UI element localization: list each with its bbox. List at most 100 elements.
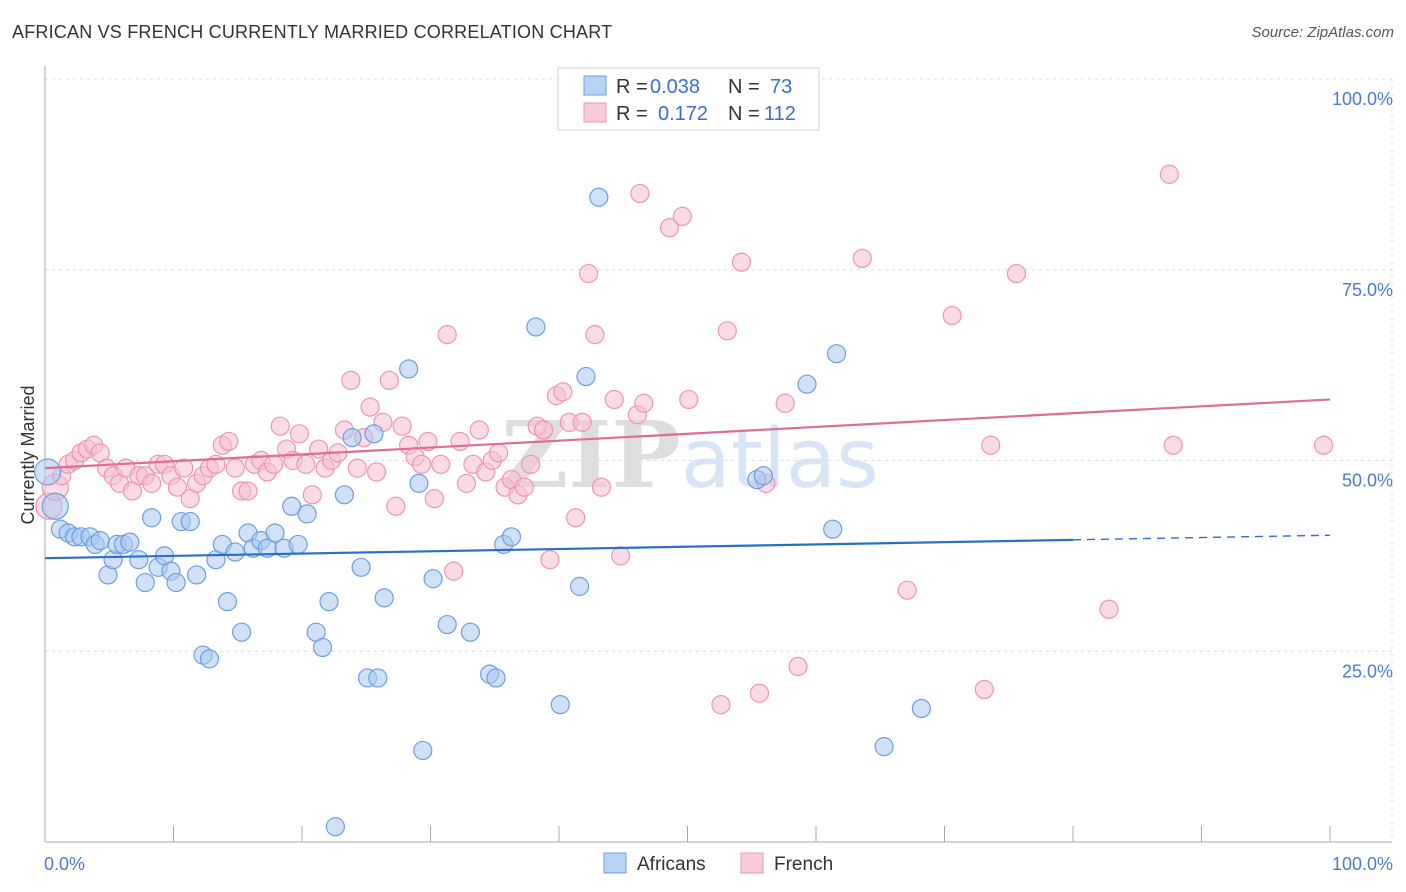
legend-bottom-swatch-africans	[603, 852, 627, 874]
data-point	[297, 504, 317, 524]
x-tick-label: 0.0%	[44, 854, 85, 874]
data-point	[423, 569, 443, 589]
data-point	[1099, 599, 1119, 619]
trendline-french	[44, 398, 1331, 470]
data-point	[566, 508, 586, 528]
data-point	[533, 420, 554, 440]
data-point	[90, 531, 110, 551]
legend-r-value: 0.038	[650, 76, 700, 98]
data-point	[319, 592, 339, 612]
data-point	[312, 637, 333, 658]
data-point	[135, 572, 155, 593]
data-point	[342, 428, 362, 448]
data-point	[444, 561, 464, 581]
data-point	[431, 454, 451, 474]
legend-top: R = 0.038 N = 73 R = 0.172 N = 112	[557, 67, 820, 131]
data-point	[514, 477, 534, 497]
trendlines	[44, 398, 1331, 560]
data-point	[341, 370, 361, 390]
data-point	[569, 576, 590, 596]
data-point	[217, 592, 238, 612]
data-point	[469, 420, 489, 440]
data-point	[325, 817, 346, 837]
data-point	[450, 431, 470, 452]
data-point	[460, 622, 480, 642]
data-point	[392, 416, 412, 436]
data-point	[199, 649, 220, 669]
axes	[44, 66, 1392, 843]
data-point	[351, 557, 371, 577]
data-point	[974, 679, 994, 700]
data-point	[41, 492, 69, 520]
data-point	[368, 668, 388, 688]
data-point	[187, 565, 207, 585]
data-point	[437, 614, 457, 635]
data-point	[379, 370, 399, 390]
legend-bottom-africans: Africans	[637, 854, 706, 875]
data-point	[302, 485, 322, 505]
legend-row-africans: R = 0.038 N = 73	[583, 75, 792, 98]
data-point	[418, 431, 438, 452]
data-point	[775, 393, 795, 413]
legend-bottom: Africans French	[603, 852, 833, 875]
data-point	[265, 523, 285, 543]
data-point	[572, 412, 592, 432]
x-tick-labels: 0.0% 100.0%	[44, 854, 1393, 874]
data-point	[897, 580, 917, 600]
data-point	[409, 473, 429, 493]
data-point	[456, 473, 477, 493]
data-point	[270, 416, 290, 436]
legend-n-label: N =	[728, 76, 760, 98]
data-point	[540, 550, 560, 570]
y-tick-label: 25.0%	[1342, 661, 1393, 681]
legend-r-label: R =	[616, 103, 648, 125]
data-point	[788, 656, 808, 677]
legend-bottom-french: French	[774, 854, 833, 875]
data-point	[1159, 164, 1179, 184]
legend-bottom-swatch-french	[740, 852, 764, 874]
data-point	[576, 366, 596, 387]
data-point	[180, 511, 200, 532]
data-point	[526, 317, 546, 337]
data-point	[238, 481, 258, 501]
data-point	[731, 252, 752, 272]
africans-points	[33, 187, 931, 837]
data-point	[942, 305, 962, 326]
data-point	[142, 508, 162, 528]
data-point	[911, 698, 931, 719]
data-point	[167, 477, 187, 497]
watermark: ZIPatlas	[501, 401, 879, 509]
data-point	[981, 435, 1001, 455]
data-point	[672, 206, 692, 226]
legend-row-french: R = 0.172 N = 112	[583, 102, 796, 125]
trendline-africans-extension	[1072, 534, 1331, 541]
data-point	[33, 458, 62, 486]
data-point	[264, 454, 284, 474]
legend-r-value: 0.172	[658, 103, 708, 125]
data-point	[489, 443, 509, 463]
data-point	[360, 397, 380, 417]
y-tick-label: 50.0%	[1342, 471, 1393, 491]
data-point	[874, 737, 894, 757]
data-point	[589, 187, 609, 207]
data-point	[411, 454, 432, 474]
data-point	[364, 424, 384, 444]
data-point	[749, 683, 770, 703]
data-point	[823, 519, 843, 539]
legend-r-label: R =	[616, 76, 648, 98]
y-axis-label: Currently Married	[18, 385, 38, 524]
legend-n-label: N =	[728, 103, 760, 125]
data-point	[1006, 263, 1027, 284]
data-point	[1163, 435, 1183, 455]
french-points	[35, 164, 1334, 715]
data-point	[424, 489, 444, 509]
data-point	[679, 389, 699, 410]
data-point	[174, 458, 194, 478]
data-point	[289, 424, 310, 444]
source-label: Source: ZipAtlas.com	[1251, 24, 1394, 41]
data-point	[550, 695, 570, 715]
data-point	[219, 431, 239, 452]
data-point	[611, 546, 631, 566]
legend-swatch-africans	[583, 75, 607, 96]
